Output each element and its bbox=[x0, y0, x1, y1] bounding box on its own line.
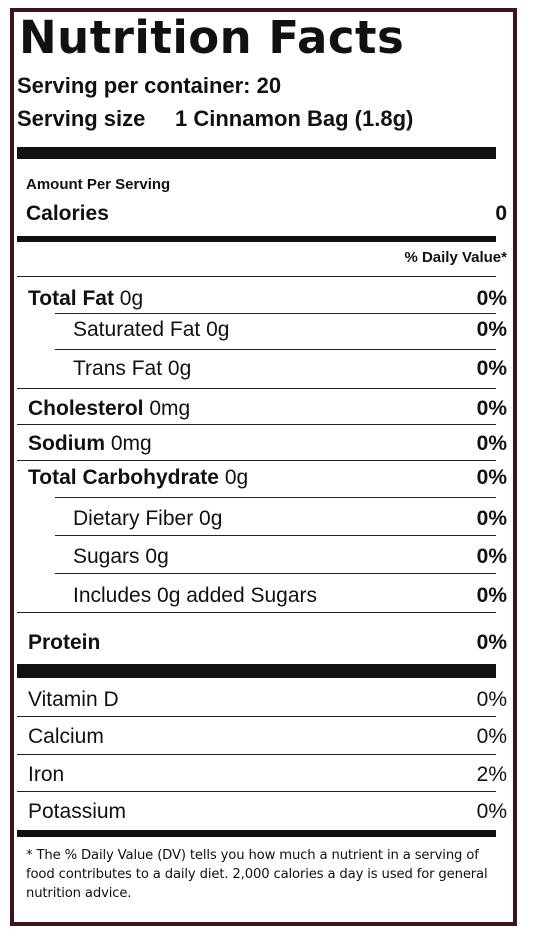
nutrient-name: Dietary Fiber bbox=[73, 507, 194, 530]
servings-per-container: Serving per container: 20 bbox=[17, 73, 282, 98]
daily-value-footnote: * The % Daily Value (DV) tells you how m… bbox=[26, 848, 488, 901]
nutrient-row-saturated-fat: Saturated Fat 0g bbox=[73, 318, 229, 342]
amount-per-serving: Amount Per Serving bbox=[26, 176, 171, 193]
nutrient-row-total-carbohydrate: Total Carbohydrate 0g bbox=[28, 466, 248, 490]
nutrient-name: Total Carbohydrate bbox=[28, 466, 219, 489]
vitamin-row-potassium: Potassium bbox=[28, 800, 127, 823]
nutrient-name: Includes 0g added Sugars bbox=[73, 584, 318, 607]
calories-value: 0 bbox=[495, 202, 507, 225]
nutrient-dv: 0% bbox=[476, 287, 507, 310]
vitamin-dv: 2% bbox=[476, 763, 507, 786]
nutrient-amount: 0g bbox=[224, 466, 249, 489]
nutrient-amount: 0mg bbox=[110, 432, 152, 455]
divider bbox=[17, 424, 496, 425]
serving-size-label: Serving size bbox=[17, 106, 146, 131]
nutrient-name: Sodium bbox=[28, 432, 105, 455]
nutrient-dv: 0% bbox=[476, 318, 507, 341]
divider bbox=[55, 573, 496, 574]
divider bbox=[17, 276, 496, 277]
nutrient-dv: 0% bbox=[476, 584, 507, 607]
nutrient-dv: 0% bbox=[476, 466, 507, 489]
nutrient-row-cholesterol: Cholesterol 0mg bbox=[28, 397, 190, 421]
nutrient-dv: 0% bbox=[476, 507, 507, 530]
nutrient-name: Sugars bbox=[73, 545, 140, 568]
nutrient-dv: 0% bbox=[476, 397, 507, 420]
nutrient-amount: 0g bbox=[206, 318, 230, 341]
nutrient-row-total-fat: Total Fat 0g bbox=[28, 287, 143, 311]
medium-divider bbox=[17, 236, 496, 242]
nutrient-name: Saturated Fat bbox=[73, 318, 201, 341]
nutrient-row-sodium: Sodium 0mg bbox=[28, 432, 152, 456]
vitamin-row-iron: Iron bbox=[28, 763, 65, 786]
thick-divider bbox=[17, 147, 496, 159]
nutrient-dv: 0% bbox=[476, 357, 507, 380]
divider bbox=[17, 791, 496, 792]
nutrient-row-dietary-fiber: Dietary Fiber 0g bbox=[73, 507, 222, 531]
nutrient-amount: 0mg bbox=[149, 397, 191, 420]
medium-divider bbox=[17, 830, 496, 837]
nutrient-dv: 0% bbox=[476, 631, 507, 654]
nutrient-name: Trans Fat bbox=[73, 357, 163, 380]
divider bbox=[17, 460, 496, 461]
divider bbox=[17, 716, 496, 717]
divider bbox=[17, 612, 496, 613]
vitamin-dv: 0% bbox=[476, 725, 507, 748]
nutrient-name: Protein bbox=[28, 631, 101, 654]
vitamin-row-vitamin-d: Vitamin D bbox=[28, 688, 119, 711]
thick-divider bbox=[17, 664, 496, 678]
nutrient-row-added-sugars: Includes 0g added Sugars bbox=[73, 584, 317, 608]
divider bbox=[55, 535, 496, 536]
nutrient-dv: 0% bbox=[476, 545, 507, 568]
vitamin-dv: 0% bbox=[476, 688, 507, 711]
nutrient-amount: 0g bbox=[119, 287, 144, 310]
nutrient-dv: 0% bbox=[476, 432, 507, 455]
calories-label: Calories bbox=[26, 202, 109, 225]
nutrient-amount: 0g bbox=[167, 357, 192, 380]
vitamin-row-calcium: Calcium bbox=[28, 725, 104, 748]
nutrient-row-sugars: Sugars 0g bbox=[73, 545, 169, 569]
label-title: Nutrition Facts bbox=[19, 11, 405, 64]
divider bbox=[55, 313, 496, 314]
nutrient-amount: 0g bbox=[145, 545, 169, 568]
serving-size-value: 1 Cinnamon Bag (1.8g) bbox=[175, 106, 414, 131]
daily-value-header: % Daily Value* bbox=[404, 249, 507, 266]
serving-size: Serving size 1 Cinnamon Bag (1.8g) bbox=[17, 106, 413, 132]
nutrient-row-protein: Protein bbox=[28, 631, 100, 655]
nutrient-amount: 0g bbox=[199, 507, 223, 530]
nutrient-name: Cholesterol bbox=[28, 397, 144, 420]
divider bbox=[17, 388, 496, 389]
divider bbox=[55, 349, 496, 350]
vitamin-dv: 0% bbox=[476, 800, 507, 823]
nutrition-label-frame bbox=[10, 8, 517, 926]
divider bbox=[17, 754, 496, 755]
divider bbox=[55, 497, 496, 498]
nutrient-name: Total Fat bbox=[28, 287, 114, 310]
nutrient-row-trans-fat: Trans Fat 0g bbox=[73, 357, 191, 381]
